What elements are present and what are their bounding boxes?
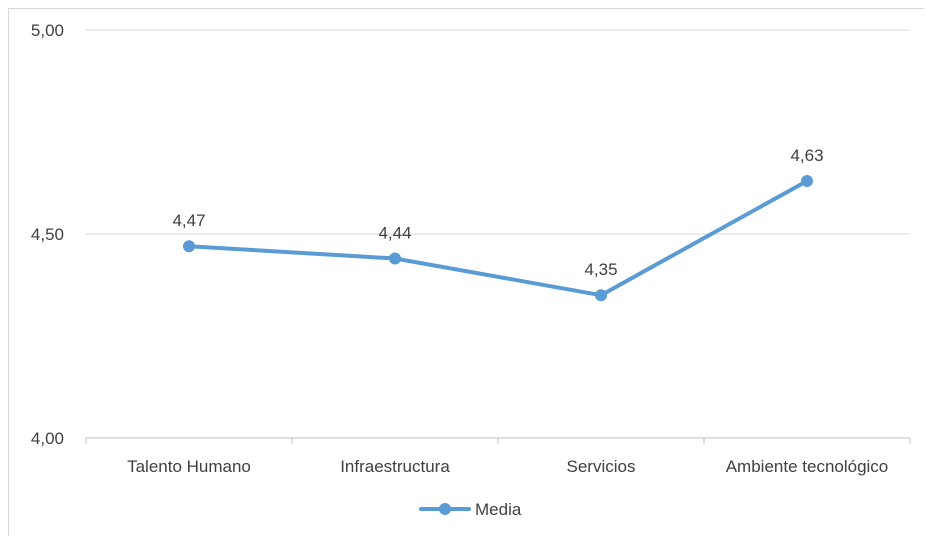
y-axis-ticks: 5,00 4,50 4,00 bbox=[31, 21, 64, 448]
y-tick-label: 4,50 bbox=[31, 225, 64, 244]
data-point-marker bbox=[801, 174, 813, 187]
x-category-label: Servicios bbox=[567, 457, 636, 476]
x-category-label: Infraestructura bbox=[340, 457, 450, 476]
series-line-media bbox=[187, 178, 809, 298]
data-point-marker bbox=[595, 289, 607, 302]
x-axis-categories: Talento Humano Infraestructura Servicios Am… bbox=[127, 457, 888, 476]
data-labels: 4,47 4,44 4,35 4,63 bbox=[172, 146, 823, 279]
legend: Media bbox=[419, 500, 522, 519]
y-tick-label: 5,00 bbox=[31, 21, 64, 40]
axes bbox=[85, 437, 911, 444]
data-label: 4,47 bbox=[172, 211, 205, 230]
data-label: 4,63 bbox=[790, 146, 823, 165]
data-label: 4,35 bbox=[584, 260, 617, 279]
legend-series-name: Media bbox=[475, 500, 522, 519]
y-tick-label: 4,00 bbox=[31, 429, 64, 448]
data-point-marker bbox=[183, 240, 195, 253]
data-point-marker bbox=[389, 252, 401, 265]
data-label: 4,44 bbox=[378, 223, 411, 242]
x-category-label: Ambiente tecnológico bbox=[726, 457, 889, 476]
series-media bbox=[183, 174, 813, 302]
legend-series-marker bbox=[439, 503, 451, 515]
gridlines bbox=[86, 29, 910, 235]
chart-frame bbox=[8, 8, 924, 536]
x-category-label: Talento Humano bbox=[127, 457, 251, 476]
